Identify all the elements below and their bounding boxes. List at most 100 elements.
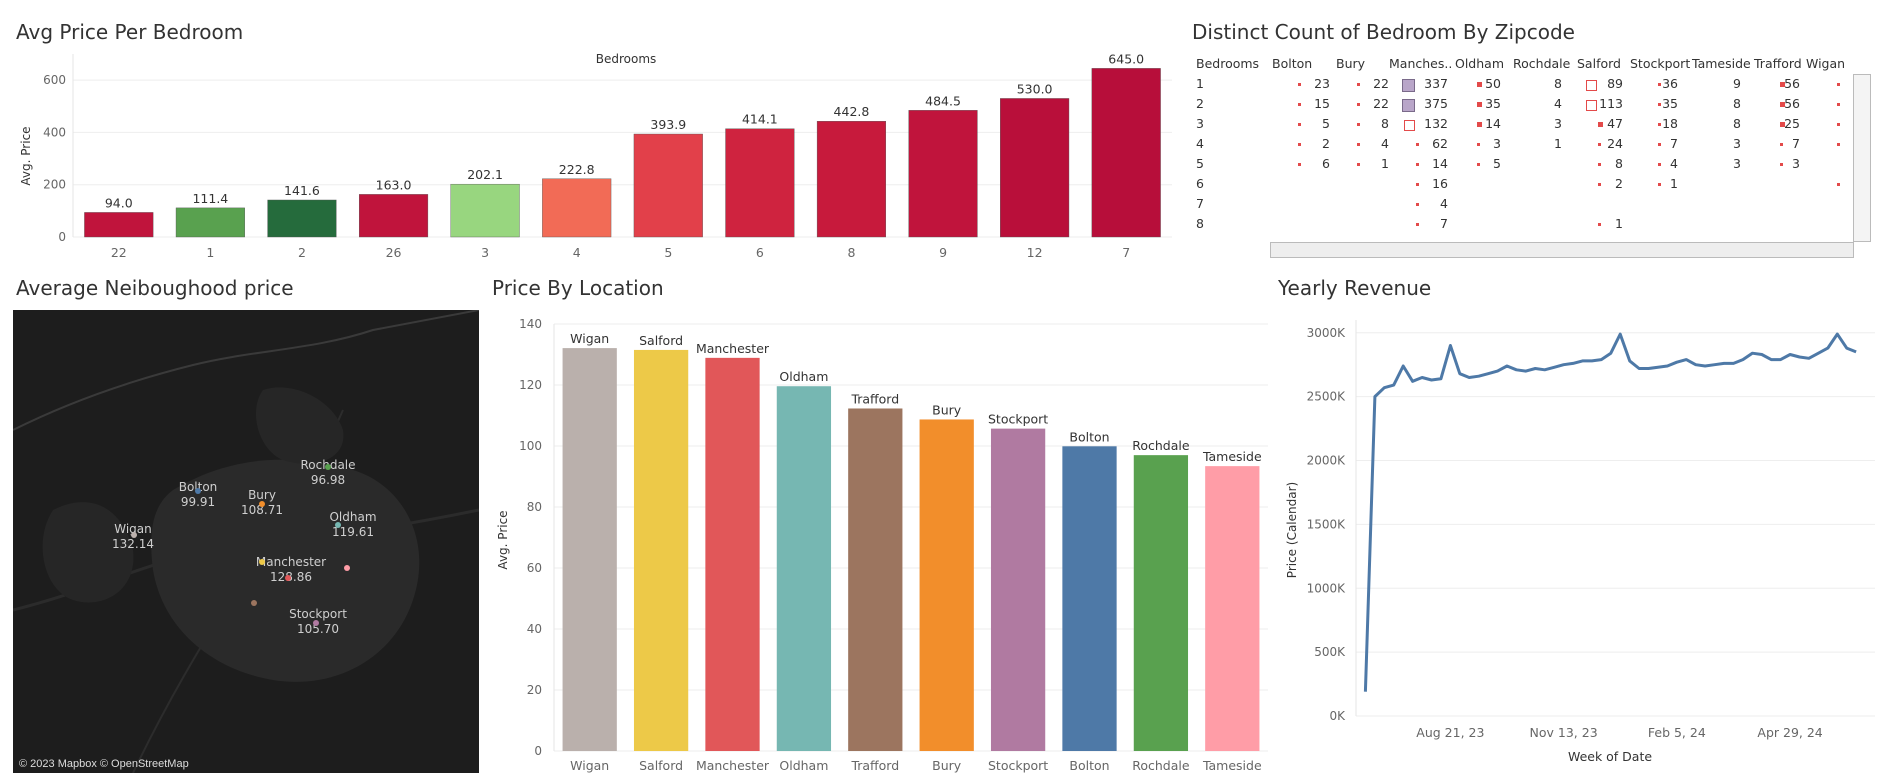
bar <box>919 419 974 751</box>
map-city-label[interactable]: Manchester128.86 <box>256 555 326 585</box>
x-axis-label: Week of Date <box>1568 749 1652 764</box>
table-cell-mark <box>1658 142 1661 146</box>
x-tick-label: 26 <box>386 245 402 260</box>
table-cell-mark <box>1780 101 1785 107</box>
bar <box>816 121 887 238</box>
bar <box>1205 466 1260 751</box>
map-city-dot[interactable] <box>195 488 201 494</box>
table-column-header: Bury <box>1336 56 1366 71</box>
table-cell-value: 1 <box>1381 156 1389 171</box>
map-city-dot[interactable] <box>259 501 265 507</box>
table-cell-mark <box>1598 142 1601 146</box>
map-city-label[interactable]: Rochdale96.98 <box>300 458 355 488</box>
table-cell-value: 22 <box>1373 96 1389 111</box>
bar <box>1000 98 1070 238</box>
table-cell-value: 8 <box>1381 116 1389 131</box>
table-cell-mark <box>1780 121 1785 127</box>
bar-value-label: Stockport <box>988 412 1048 427</box>
table-column-header: Bolton <box>1272 56 1313 71</box>
y-tick-label: 40 <box>527 622 542 636</box>
table-cell-mark <box>1837 182 1840 186</box>
table-cell-mark <box>1780 81 1785 87</box>
map-city-dot[interactable] <box>313 620 319 626</box>
bar-value-label: 202.1 <box>467 167 503 182</box>
x-tick-label: 7 <box>1122 245 1130 260</box>
bar <box>267 199 337 238</box>
table-column-header: Manches.. <box>1389 56 1453 71</box>
map-city-dot[interactable] <box>131 532 137 538</box>
map-background <box>13 310 479 773</box>
x-tick-label: Trafford <box>850 758 899 773</box>
table-cell-value: 47 <box>1607 116 1623 131</box>
table-cell-mark <box>1837 142 1840 146</box>
table-cell-value: 2 <box>1322 136 1330 151</box>
table-cell-mark <box>1416 202 1419 206</box>
table-row-label: 5 <box>1196 156 1204 171</box>
table-horizontal-scrollbar[interactable] <box>1270 242 1854 258</box>
table-cell-value: 4 <box>1554 96 1562 111</box>
map-city-dot[interactable] <box>285 575 291 581</box>
y-tick-label: 600 <box>43 73 66 87</box>
table-cell-mark <box>1586 99 1597 111</box>
y-tick-label: 3000K <box>1307 326 1347 340</box>
map-attribution: © 2023 Mapbox © OpenStreetMap <box>19 758 189 770</box>
map-city-name: Bolton <box>178 480 218 494</box>
bar-value-label: Oldham <box>779 369 828 384</box>
table-cell-value: 4 <box>1440 196 1448 211</box>
table-cell-value: 8 <box>1615 156 1623 171</box>
bar-value-label: 414.1 <box>742 112 778 127</box>
table-cell-mark <box>1586 79 1597 91</box>
map-location-dot[interactable] <box>344 565 350 571</box>
x-tick-label: Bolton <box>1069 758 1109 773</box>
y-tick-label: 0K <box>1329 709 1346 723</box>
map-city-value: 105.70 <box>297 622 339 636</box>
map-city-label[interactable]: Bolton 99.91 <box>179 480 218 510</box>
bar <box>990 428 1046 751</box>
x-tick-label: 3 <box>481 245 489 260</box>
table-cell-mark <box>1357 142 1360 146</box>
bar-value-label: 645.0 <box>1108 51 1144 66</box>
table-cell-value: 113 <box>1599 96 1623 111</box>
table-cell-value: 15 <box>1314 96 1330 111</box>
map-city-dot[interactable] <box>335 522 341 528</box>
table-cell-mark <box>1598 121 1603 127</box>
table-cell-mark <box>1298 162 1301 166</box>
x-tick-label: 12 <box>1027 245 1043 260</box>
map-city-label[interactable]: Bury 108.71 <box>241 488 283 518</box>
table-cell-value: 1 <box>1670 176 1678 191</box>
distinct-count-table: Bedrooms Bolton Bury Manches.. Oldham Rochdal… <box>1190 56 1880 256</box>
table-column-header: Trafford <box>1754 56 1802 71</box>
bar <box>633 349 689 751</box>
table-cell-mark <box>1298 142 1301 146</box>
table-cell-value: 6 <box>1322 156 1330 171</box>
bar-value-label: Salford <box>639 333 683 348</box>
bar <box>1133 455 1189 751</box>
bar <box>450 183 520 238</box>
map-city-name: Stockport <box>289 607 347 621</box>
bar <box>705 357 760 751</box>
table-cell-value: 8 <box>1554 76 1562 91</box>
map-city-dot[interactable] <box>325 464 331 470</box>
map-location-dot[interactable] <box>251 600 257 606</box>
price-location-chart: Avg. Price 0 20 40 60 80 100 120 140 Wigan Wigan Sa… <box>496 317 1268 773</box>
table-cell-mark <box>1837 122 1840 126</box>
y-axis-label: Avg. Price <box>19 126 33 185</box>
table-cell-value: 7 <box>1440 216 1448 231</box>
bar-value-label: Trafford <box>850 391 899 406</box>
neighbourhood-map[interactable]: © 2023 Mapbox © OpenStreetMap Rochdale96… <box>13 310 479 773</box>
map-city-value: 128.86 <box>256 570 326 585</box>
table-row-label: 8 <box>1196 216 1204 231</box>
map-city-value: 132.14 <box>112 537 154 551</box>
table-row-label: 4 <box>1196 136 1204 151</box>
map-city-label[interactable]: Stockport 105.70 <box>289 607 347 637</box>
map-location-dot[interactable] <box>259 559 265 565</box>
x-tick-label: 5 <box>664 245 672 260</box>
map-city-label[interactable]: Oldham 119.61 <box>329 510 376 540</box>
x-tick-label: 8 <box>847 245 855 260</box>
table-vertical-scrollbar[interactable] <box>1853 74 1871 242</box>
y-tick-label: 1500K <box>1307 517 1347 531</box>
y-tick-label: 60 <box>527 561 542 575</box>
table-row-label: 1 <box>1196 76 1204 91</box>
table-cell-value: 1 <box>1615 216 1623 231</box>
map-city-label[interactable]: Wigan 132.14 <box>112 522 154 552</box>
